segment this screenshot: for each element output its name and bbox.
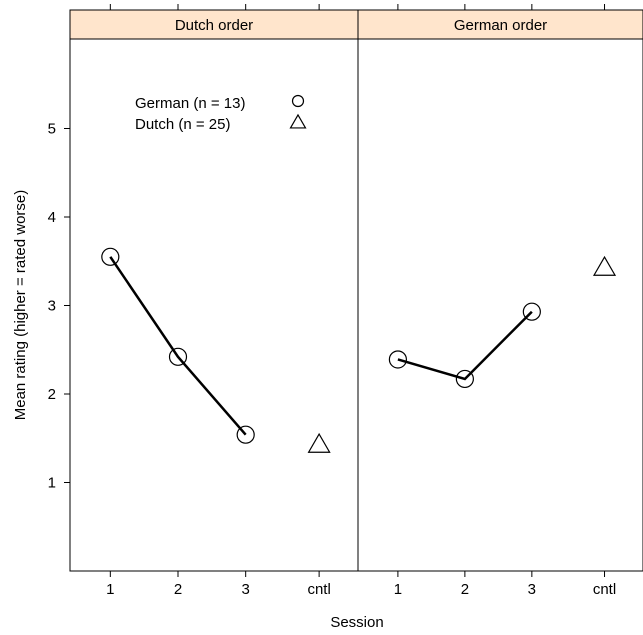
y-tick-label: 4	[48, 209, 56, 226]
y-tick-label: 5	[48, 121, 56, 138]
german-point	[455, 369, 474, 389]
german-point	[101, 247, 120, 266]
y-tick-label: 2	[48, 386, 56, 403]
y-tick-label: 3	[48, 298, 56, 315]
panels: Dutch order 1 2 3 cntl German order 1 2 3 cntl 1 2 3…	[48, 4, 643, 598]
y-tick-label: 1	[48, 475, 56, 492]
x-tick-label: 2	[174, 581, 182, 598]
german-series-line	[109, 256, 247, 436]
german-point	[168, 347, 188, 366]
y-axis-label: Mean rating (higher = rated worse)	[12, 190, 29, 421]
strip-background	[69, 9, 359, 40]
panel-strip-title: German order	[454, 17, 547, 34]
dutch-point	[592, 255, 617, 276]
german-point	[522, 302, 541, 321]
legend-label: Dutch (n = 25)	[135, 116, 230, 133]
x-tick-label: cntl	[593, 581, 616, 598]
german-point	[236, 425, 255, 444]
panel-strip-title: Dutch order	[175, 17, 253, 34]
x-tick-label: 1	[394, 581, 402, 598]
legend-triangle-icon	[289, 113, 307, 129]
panel-frame	[357, 38, 643, 572]
x-axis-label: Session	[330, 614, 383, 631]
x-tick-label: 3	[242, 581, 250, 598]
x-tick-label: 2	[461, 581, 469, 598]
german-point	[388, 350, 407, 369]
legend-label: German (n = 13)	[135, 95, 245, 112]
x-tick-label: 3	[528, 581, 536, 598]
legend-circle-icon	[291, 94, 305, 108]
x-tick-label: 1	[106, 581, 114, 598]
german-series-line	[397, 310, 533, 381]
x-tick-label: cntl	[307, 581, 330, 598]
dutch-point	[307, 432, 331, 453]
